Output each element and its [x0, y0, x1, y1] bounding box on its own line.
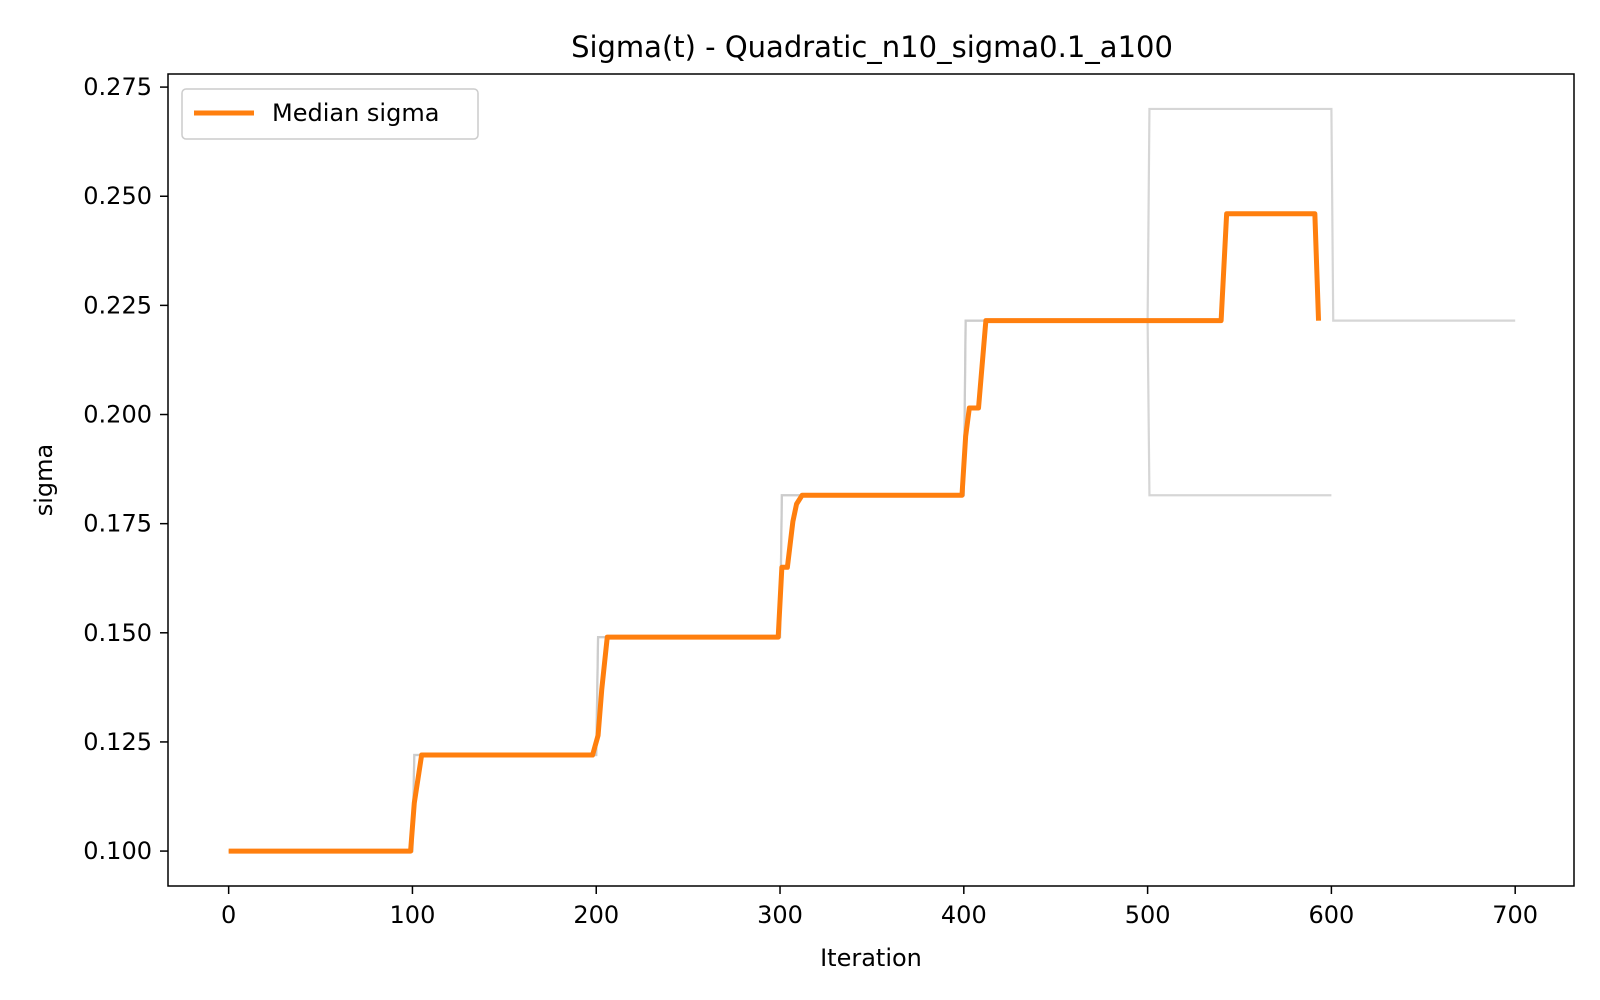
y-tick-label: 0.175	[83, 510, 152, 538]
x-tick-label: 300	[757, 901, 803, 929]
series-lines	[228, 211, 1322, 854]
series-line-median-sigma	[228, 211, 1322, 854]
x-tick-label: 600	[1308, 901, 1354, 929]
y-axis-label: sigma	[30, 444, 58, 517]
plot-area	[228, 107, 1516, 854]
x-tick-label: 400	[941, 901, 987, 929]
x-tick-label: 500	[1125, 901, 1171, 929]
axes-frame	[167, 73, 1575, 887]
y-axis-ticks: 0.100 0.125 0.150 0.175 0.200 0.225 0.250 0.275	[83, 73, 168, 865]
x-axis-label: Iteration	[820, 944, 922, 972]
x-tick-label: 100	[390, 901, 436, 929]
y-tick-label: 0.200	[83, 401, 152, 429]
y-tick-label: 0.275	[83, 73, 152, 101]
x-tick-label: 700	[1492, 901, 1538, 929]
chart-title: Sigma(t) - Quadratic_n10_sigma0.1_a100	[571, 30, 1173, 64]
x-tick-label: 0	[221, 901, 236, 929]
legend-label-median-sigma: Median sigma	[272, 99, 439, 127]
x-axis-ticks: 0 100 200 300 400 500 600 700	[221, 886, 1538, 929]
y-tick-label: 0.150	[83, 619, 152, 647]
y-tick-label: 0.250	[83, 182, 152, 210]
y-tick-label: 0.225	[83, 291, 152, 319]
y-tick-label: 0.100	[83, 837, 152, 865]
y-tick-label: 0.125	[83, 728, 152, 756]
legend-box	[181, 88, 479, 140]
legend: Median sigma	[181, 88, 479, 140]
x-tick-label: 200	[573, 901, 619, 929]
